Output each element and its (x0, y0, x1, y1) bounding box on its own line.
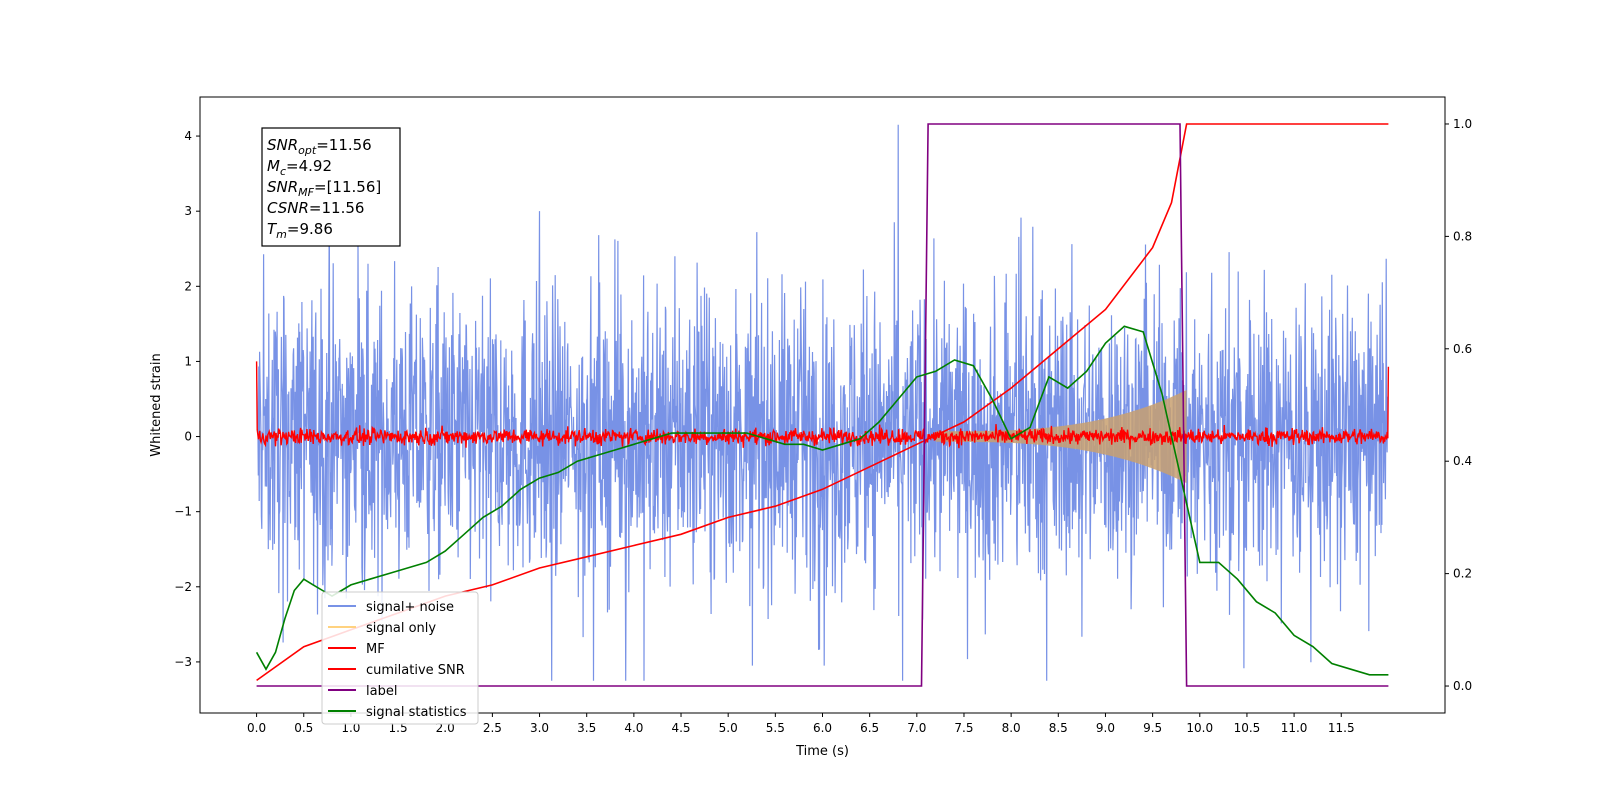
x-tick-label: 6.0 (813, 721, 832, 735)
x-tick-label: 4.0 (624, 721, 643, 735)
stats-annotation-box: SNRopt=11.56Mc=4.92SNRMF=[11.56]CSNR=11.… (261, 127, 401, 247)
signal-noise-series (256, 124, 1389, 681)
legend: signal+ noise signal only MF cumilative SNR… (321, 591, 479, 725)
y2-tick-label: 0.4 (1453, 454, 1472, 468)
y-tick-label: 0 (184, 430, 192, 444)
x-tick-label: 4.5 (671, 721, 690, 735)
mf-series (255, 361, 1390, 450)
annotation-line: Tm=9.86 (267, 220, 333, 241)
x-tick-label: 7.5 (954, 721, 973, 735)
x-tick-label: 9.0 (1096, 721, 1115, 735)
x-tick-label: 8.5 (1049, 721, 1068, 735)
legend-frame (321, 591, 479, 725)
y2-tick-label: 0.0 (1453, 679, 1472, 693)
y-axis-right: 0.0 0.2 0.4 0.6 0.8 1.0 (1445, 117, 1472, 693)
legend-cumilative-snr-label: cumilative SNR (366, 663, 465, 678)
y-tick-label: 3 (184, 204, 192, 218)
annotation-line: CSNR=11.56 (267, 199, 364, 217)
label-line (256, 123, 1389, 687)
x-tick-label: 0.0 (247, 721, 266, 735)
y-tick-label: −2 (174, 580, 192, 594)
x-tick-label: 2.5 (483, 721, 502, 735)
y-tick-label: 1 (184, 354, 192, 368)
x-tick-label: 11.0 (1281, 721, 1308, 735)
annotation-line: SNRopt=11.56 (267, 136, 372, 157)
x-tick-label: 10.0 (1186, 721, 1213, 735)
annotation-line: SNRMF=[11.56] (267, 178, 381, 199)
y-axis-label: Whitened strain (149, 353, 164, 456)
y-tick-label: 2 (184, 279, 192, 293)
y2-tick-label: 0.2 (1453, 567, 1472, 581)
x-tick-label: 5.5 (766, 721, 785, 735)
x-tick-label: 5.0 (719, 721, 738, 735)
signal-statistics-line (255, 325, 1389, 676)
y2-tick-label: 0.6 (1453, 342, 1472, 356)
legend-label-label: label (366, 684, 397, 699)
x-tick-label: 3.5 (577, 721, 596, 735)
mf-line (255, 361, 1390, 450)
x-tick-label: 3.0 (530, 721, 549, 735)
y-tick-label: 4 (184, 129, 192, 143)
y2-tick-label: 0.8 (1453, 229, 1472, 243)
x-tick-label: 9.5 (1143, 721, 1162, 735)
y-tick-label: −3 (174, 655, 192, 669)
y-axis-left: −3 −2 −1 0 1 2 3 4 (174, 129, 200, 669)
x-tick-label: 6.5 (860, 721, 879, 735)
x-tick-label: 10.5 (1234, 721, 1261, 735)
annotation-frame (261, 127, 401, 247)
x-tick-label: 0.5 (294, 721, 313, 735)
legend-signal-only-label: signal only (366, 621, 436, 636)
x-tick-label: 7.0 (907, 721, 926, 735)
x-axis-label: Time (s) (795, 744, 849, 759)
legend-signal-noise-label: signal+ noise (366, 600, 454, 615)
y2-tick-label: 1.0 (1453, 117, 1472, 131)
legend-signal-statistics-label: signal statistics (366, 705, 467, 720)
legend-mf-label: MF (366, 642, 385, 657)
annotation-line: Mc=4.92 (267, 157, 332, 178)
x-tick-label: 11.5 (1328, 721, 1355, 735)
x-tick-label: 8.0 (1002, 721, 1021, 735)
signal-noise-line (256, 124, 1389, 681)
y-tick-label: −1 (174, 505, 192, 519)
